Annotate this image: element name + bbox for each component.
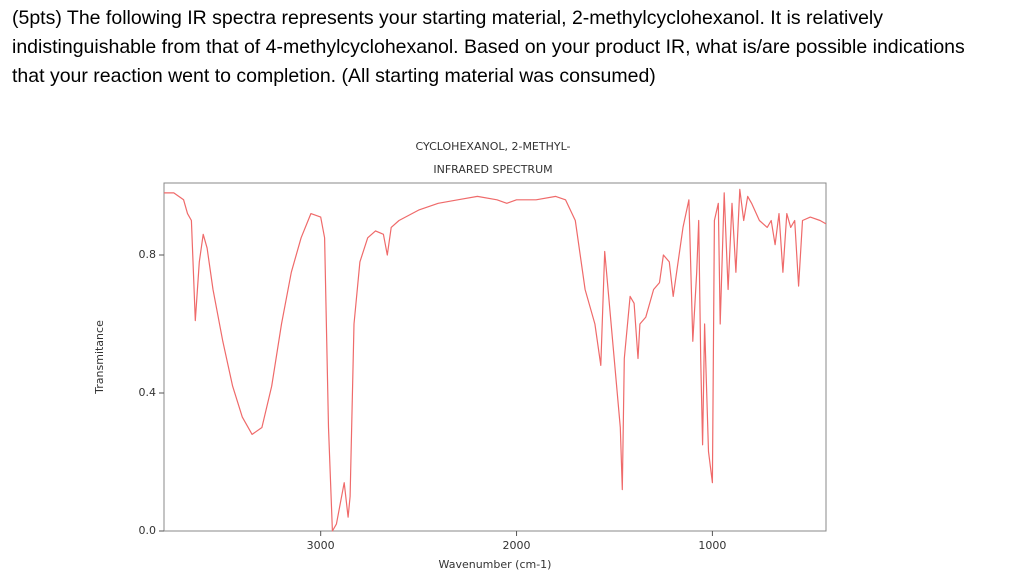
spectrum-line	[164, 188, 827, 532]
y-tick-label: 0.4	[139, 386, 157, 399]
chart-subtitle: INFRARED SPECTRUM	[433, 163, 552, 176]
x-axis-label: Wavenumber (cm-1)	[439, 558, 552, 571]
y-tick-label: 0.0	[139, 524, 157, 537]
x-tick-label: 1000	[698, 539, 726, 552]
plot-frame	[163, 182, 827, 532]
x-tick-label: 3000	[307, 539, 335, 552]
y-tick-label: 0.8	[139, 248, 157, 261]
chart-title: CYCLOHEXANOL, 2-METHYL-	[416, 140, 571, 153]
question-text: (5pts) The following IR spectra represen…	[12, 7, 965, 87]
y-axis-label: Transmitance	[93, 320, 106, 395]
x-tick-label: 2000	[503, 539, 531, 552]
